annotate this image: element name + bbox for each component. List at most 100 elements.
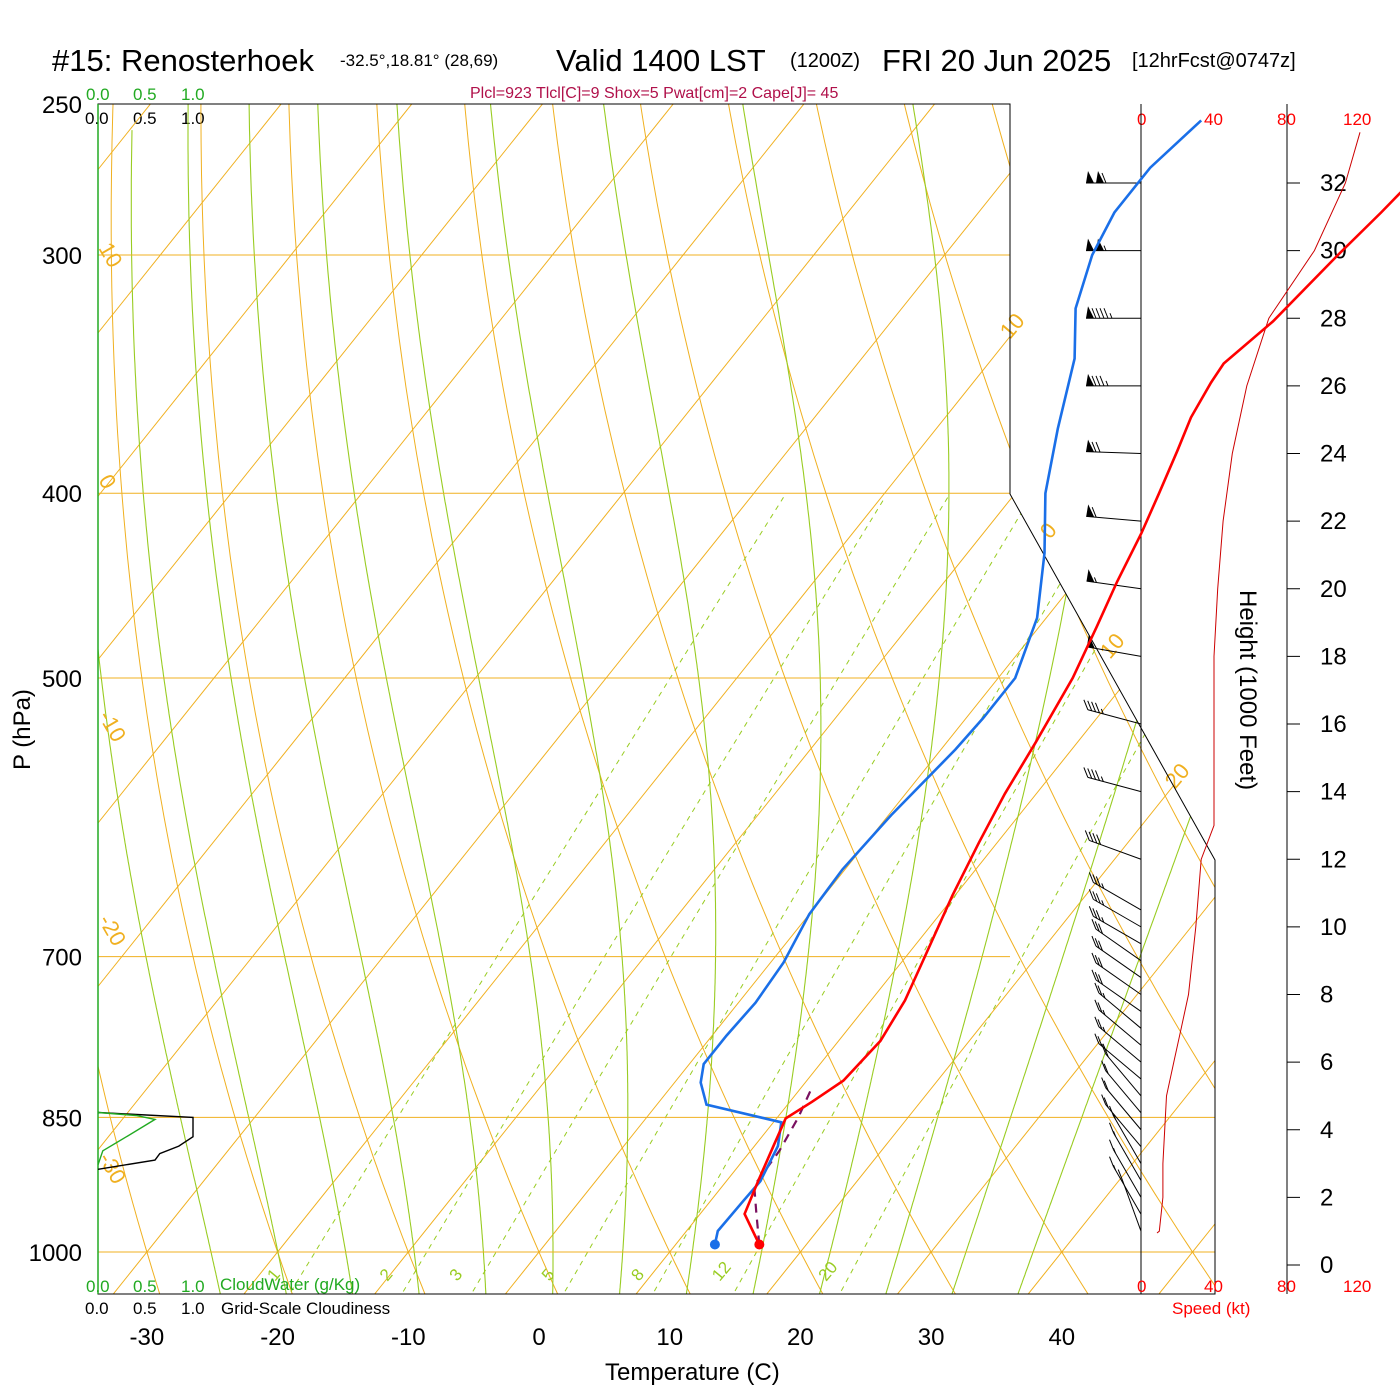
bottom-cw-tick-0: 0.0 (86, 1277, 110, 1296)
wind-barb (1101, 1077, 1142, 1131)
mixing-ratio-line (549, 497, 1032, 1294)
wind-barb (1091, 918, 1142, 962)
top-speed-ticks: 0 40 80 120 (1137, 110, 1371, 129)
wind-barb (1091, 935, 1142, 979)
height-tick-label: 10 (1320, 914, 1347, 941)
temperature-profile (743, 191, 1400, 1246)
top-cloudwater-ticks: 0.0 0.5 1.0 (86, 85, 205, 104)
top-cl-tick-2: 1.0 (181, 109, 205, 128)
valid-time: Valid 1400 LST (556, 43, 766, 78)
bottom-cloudwater-legend: 0.0 0.5 1.0 CloudWater (g/Kg) (86, 1275, 360, 1296)
isotherm-label: -10 (94, 706, 132, 746)
temperature-tick-label: -10 (391, 1324, 426, 1351)
top-cl-tick-0: 0.0 (85, 109, 109, 128)
height-tick-label: 28 (1320, 305, 1347, 332)
moist-adiabat (187, 104, 357, 1294)
wind-barb (1117, 1169, 1142, 1232)
moist-adiabat (130, 130, 292, 1294)
top-cw-tick-1: 0.5 (133, 85, 157, 104)
wind-barb (1088, 872, 1142, 911)
dry-adiabat (1158, 104, 1215, 1294)
wind-barbs (1083, 171, 1142, 1232)
top-speed-tick-0: 0 (1137, 110, 1146, 129)
height-tick-label: 22 (1320, 508, 1347, 535)
height-tick-label: 26 (1320, 373, 1347, 400)
wind-speed-profile (1156, 132, 1361, 1234)
speed-legend-label: Speed (kt) (1172, 1299, 1250, 1318)
wind-barb (1086, 306, 1141, 319)
wind-barb (1094, 982, 1142, 1029)
wind-barb (1088, 889, 1142, 928)
bottom-speed-tick-2: 80 (1277, 1277, 1296, 1296)
pressure-tick-label: 250 (42, 92, 82, 119)
height-tick-label: 6 (1320, 1049, 1333, 1076)
pressure-tick-label: 1000 (29, 1240, 82, 1267)
isotherm-line (98, 104, 570, 1294)
top-speed-tick-2: 80 (1277, 110, 1296, 129)
height-tick-label: 24 (1320, 441, 1347, 468)
wind-barb (1091, 952, 1142, 995)
cloud-profiles (97, 1111, 194, 1170)
station-title: #15: Renosterhoek (52, 43, 314, 78)
temperature-tick-label: 20 (787, 1324, 814, 1351)
wind-barb (1086, 373, 1141, 387)
temperature-tick-label: 30 (918, 1324, 945, 1351)
dry-adiabat (461, 104, 836, 1294)
moist-adiabat (486, 104, 629, 1294)
top-speed-tick-1: 40 (1204, 110, 1223, 129)
wind-barb (1101, 1094, 1142, 1147)
wind-barb (1086, 171, 1141, 184)
bottom-speed-tick-1: 40 (1204, 1277, 1223, 1296)
temperature-tick-label: 40 (1048, 1324, 1075, 1351)
temperature-tick-labels: -30 -20 -10 0 10 20 30 40 (130, 1324, 1076, 1351)
thermodynamic-background (98, 104, 1215, 1294)
pressure-tick-labels: 250 300 400 500 700 850 1000 (29, 92, 82, 1267)
surface-temperature-marker (754, 1239, 765, 1250)
wind-barb (1094, 1016, 1142, 1063)
adiabat-label: -30 (94, 1148, 132, 1188)
stability-parameters: Plcl=923 Tlcl[C]=9 Shox=5 Pwat[cm]=2 Cap… (470, 85, 838, 102)
temperature-tick-label: -20 (260, 1324, 295, 1351)
moist-adiabat (98, 197, 226, 1294)
height-tick-label: 14 (1320, 779, 1347, 806)
wind-barb (1083, 767, 1142, 793)
surface-dewpoint-marker (709, 1239, 720, 1250)
top-cl-tick-1: 0.5 (133, 109, 157, 128)
mixing-ratio-label: 3 (446, 1265, 467, 1284)
wind-barb (1086, 439, 1142, 454)
mixing-ratio-line (639, 497, 1112, 1294)
height-tick-label: 12 (1320, 846, 1347, 873)
top-speed-tick-3: 120 (1343, 110, 1371, 129)
temperature-tick-label: 10 (656, 1324, 683, 1351)
moist-adiabat (248, 104, 422, 1294)
wind-barb (1109, 1156, 1142, 1215)
moist-adiabat (1009, 104, 1215, 1294)
dry-adiabat (287, 104, 569, 1294)
dry-adiabat (636, 104, 1104, 1294)
height-tick-label: 32 (1320, 170, 1347, 197)
cloudwater-legend-label: CloudWater (g/Kg) (220, 1275, 360, 1294)
mixing-ratio-label: 8 (627, 1265, 648, 1284)
bottom-cloudiness-legend: 0.0 0.5 1.0 Grid-Scale Cloudiness (85, 1299, 390, 1318)
isotherm-line (1009, 104, 1215, 1294)
bottom-cl-tick-2: 1.0 (181, 1299, 205, 1318)
pressure-tick-label: 400 (42, 481, 82, 508)
bottom-cw-tick-2: 1.0 (181, 1277, 205, 1296)
dry-adiabat (374, 104, 703, 1294)
bottom-speed-tick-0: 0 (1137, 1277, 1146, 1296)
dry-adiabat (200, 104, 435, 1294)
wind-barb (1084, 830, 1142, 860)
x-axis-label: Temperature (C) (605, 1359, 780, 1386)
isotherm-line (486, 104, 1215, 1294)
isotherm-label: 10 (995, 308, 1030, 343)
bottom-cl-tick-1: 0.5 (133, 1299, 157, 1318)
wind-barb (1109, 1139, 1142, 1198)
isotherm-line (98, 104, 701, 1294)
dry-adiabat (549, 104, 970, 1294)
mixing-ratio-line (826, 497, 1215, 1294)
wind-barb (1109, 1122, 1142, 1181)
height-axis-label: Height (1000 Feet) (1234, 590, 1261, 790)
cloudwater-curve (97, 1111, 157, 1166)
